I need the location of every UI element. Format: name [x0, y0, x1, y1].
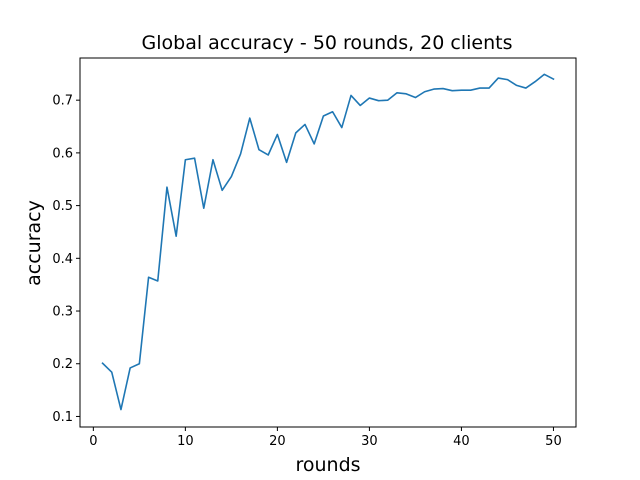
chart-title: Global accuracy - 50 rounds, 20 clients	[142, 32, 513, 54]
tick-group: 0 10 20 30 40 50 0.1 0.2 0.3 0.4 0.5 0.6 0.7	[52, 94, 561, 449]
y-tick-label: 0.3	[52, 305, 73, 320]
y-tick-label: 0.2	[52, 357, 73, 372]
x-tick-label: 50	[545, 434, 562, 449]
series-group	[101, 73, 555, 411]
y-tick-label: 0.5	[52, 199, 73, 214]
y-axis-label: accuracy	[23, 200, 45, 286]
x-axis-label: rounds	[295, 454, 360, 476]
y-tick-label: 0.4	[52, 252, 73, 267]
x-tick-label: 40	[453, 434, 470, 449]
x-tick-label: 10	[177, 434, 194, 449]
x-tick-label: 0	[89, 434, 97, 449]
y-tick-label: 0.7	[52, 94, 73, 109]
y-tick-label: 0.6	[52, 146, 73, 161]
plot-area-frame	[79, 57, 577, 428]
x-tick-label: 20	[269, 434, 286, 449]
y-tick-label: 0.1	[52, 410, 73, 425]
x-tick-label: 30	[361, 434, 378, 449]
accuracy-series-line	[101, 73, 555, 411]
